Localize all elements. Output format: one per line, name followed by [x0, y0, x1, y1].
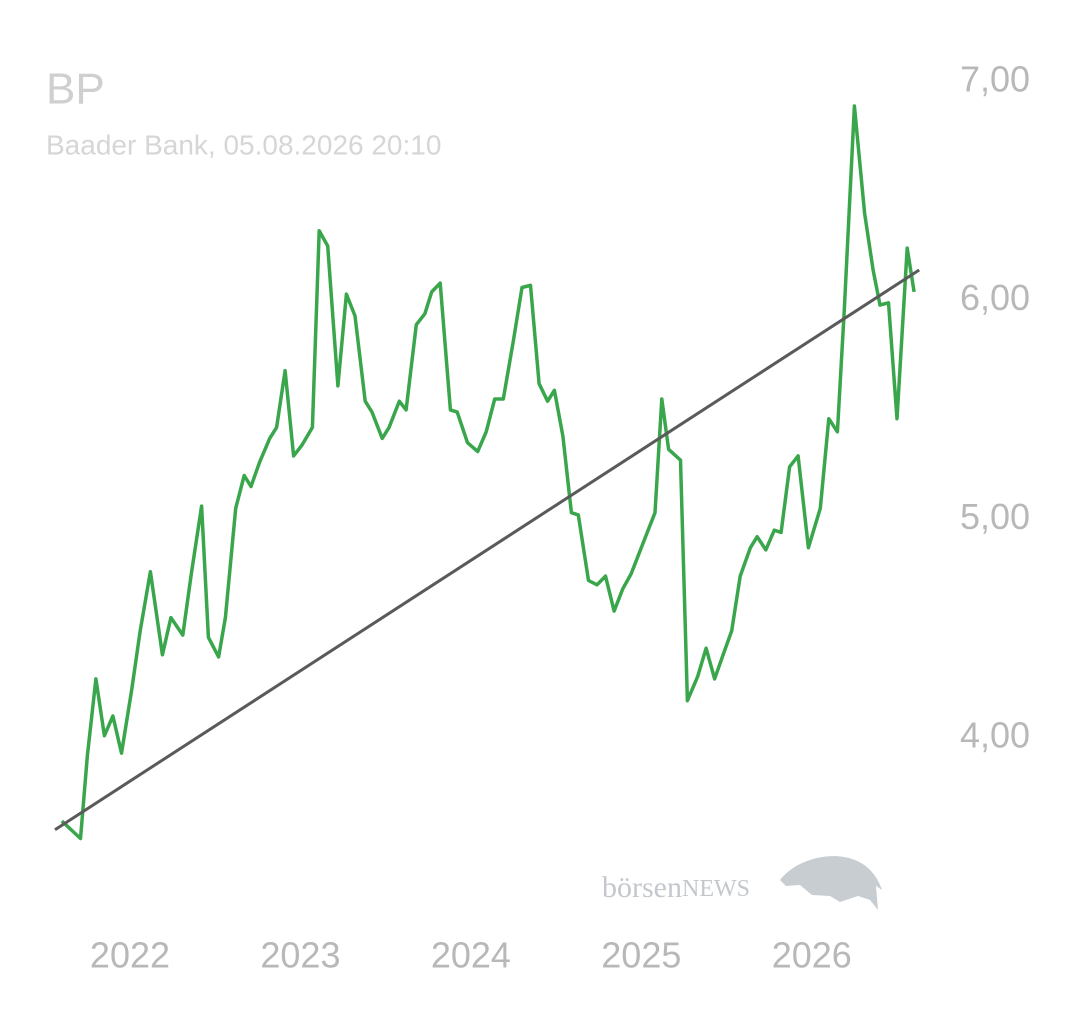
- y-tick-label: 7,00: [960, 59, 1030, 100]
- chart-title: BP: [46, 65, 105, 114]
- watermark: börsenNEWS: [602, 871, 750, 904]
- y-tick-label: 4,00: [960, 714, 1030, 755]
- y-tick-label: 6,00: [960, 277, 1030, 318]
- watermark-part: NEWS: [682, 876, 750, 902]
- x-tick-label: 2023: [260, 935, 340, 976]
- watermark-bull: [780, 856, 882, 910]
- x-tick-label: 2022: [90, 935, 170, 976]
- price-line: [60, 104, 916, 841]
- trend-line: [54, 268, 921, 831]
- x-tick-label: 2025: [601, 935, 681, 976]
- x-tick-label: 2024: [431, 935, 511, 976]
- x-tick-label: 2026: [772, 935, 852, 976]
- chart-subtitle: Baader Bank, 05.08.2026 20:10: [46, 129, 441, 160]
- watermark-part: börsen: [602, 871, 682, 904]
- y-tick-label: 5,00: [960, 496, 1030, 537]
